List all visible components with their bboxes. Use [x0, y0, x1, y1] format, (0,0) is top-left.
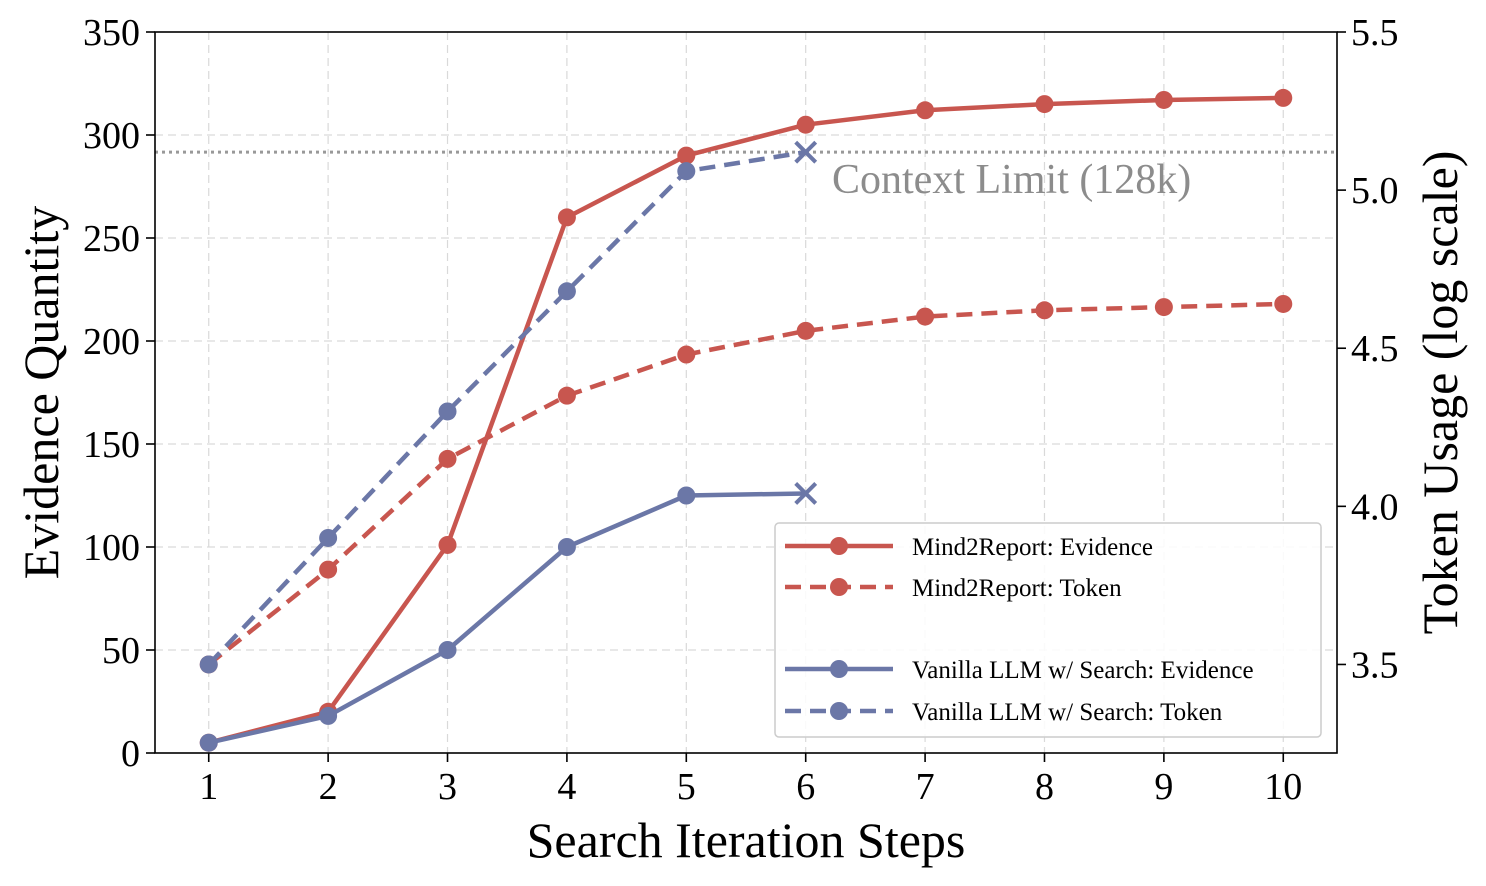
y-tick-label: 100: [83, 527, 140, 569]
legend-box: [774, 522, 1322, 738]
series-line-3: [207, 149, 807, 667]
data-point: [319, 706, 338, 725]
data-point: [677, 146, 696, 165]
y-axis-label: Evidence Quantity: [13, 206, 69, 580]
y2-tick-label: 5.5: [1351, 12, 1399, 54]
legend-swatch-marker: [830, 660, 848, 678]
data-point: [557, 282, 576, 301]
y2-axis-label: Token Usage (log scale): [1412, 151, 1468, 635]
context-limit-label: Context Limit (128k): [832, 157, 1191, 203]
data-point: [438, 449, 457, 468]
data-point: [1274, 88, 1293, 107]
x-tick-label: 1: [199, 766, 218, 808]
plot-frame: [154, 31, 1338, 754]
y-tick-label: 300: [83, 115, 140, 157]
data-point: [677, 162, 696, 181]
y2-tick-label: 4.0: [1351, 486, 1399, 528]
y2-tick-label: 5.0: [1351, 170, 1399, 212]
x-tick-label: 8: [1035, 766, 1054, 808]
data-point: [1035, 301, 1054, 320]
data-point: [677, 345, 696, 364]
x-marker-stroke: [794, 140, 818, 164]
data-point: [1154, 298, 1173, 317]
y-tick-label: 50: [102, 630, 140, 672]
series-line-2: [208, 491, 806, 745]
data-point: [1274, 294, 1293, 313]
data-point: [438, 402, 457, 421]
series-layer: [199, 88, 1293, 752]
legend-label: Vanilla LLM w/ Search: Token: [912, 699, 1223, 726]
y2-tick-label: 4.5: [1351, 328, 1399, 370]
data-point: [438, 641, 457, 659]
x-tick-label: 6: [796, 766, 815, 808]
x-axis-label: Search Iteration Steps: [527, 812, 966, 868]
data-point: [319, 528, 338, 547]
y-tick-label: 0: [121, 733, 140, 775]
data-point: [557, 538, 576, 556]
data-point: [796, 321, 815, 340]
legend-swatch-marker: [830, 578, 848, 596]
y-tick-label: 350: [83, 12, 140, 54]
data-point: [438, 535, 457, 554]
legend-label: Mind2Report: Evidence: [912, 534, 1153, 561]
y-tick-label: 200: [83, 321, 140, 363]
data-point: [199, 733, 218, 752]
data-point: [557, 208, 576, 227]
x-marker-stroke: [794, 482, 818, 505]
data-point: [916, 101, 935, 120]
context-limit-layer: Context Limit (128k): [155, 150, 1337, 203]
x-axis-ticks: 1 2 3 4 5 6 7 8 9 10: [199, 753, 1302, 808]
x-tick-label: 5: [677, 766, 696, 808]
y-tick-label: 250: [83, 218, 140, 260]
x-tick-label: 4: [557, 766, 576, 808]
legend-swatch-marker: [830, 537, 848, 555]
y-tick-label: 150: [83, 424, 140, 466]
data-point: [796, 115, 815, 134]
data-point: [916, 307, 935, 326]
legend-swatch-marker: [830, 702, 848, 720]
legend-label: Vanilla LLM w/ Search: Evidence: [912, 657, 1254, 684]
x-tick-label: 3: [438, 766, 457, 808]
series-line-0: [208, 95, 1284, 745]
legend-label: Mind2Report: Token: [912, 575, 1122, 602]
x-tick-label: 10: [1264, 766, 1302, 808]
data-point: [677, 486, 696, 505]
data-point: [199, 655, 218, 674]
x-tick-label: 9: [1154, 766, 1173, 808]
x-marker: [794, 482, 818, 505]
series-line-1: [207, 301, 1284, 667]
data-point: [1154, 90, 1173, 109]
x-tick-label: 2: [319, 766, 338, 808]
y2-tick-label: 3.5: [1351, 644, 1399, 686]
legend: Mind2Report: Evidence Mind2Report: Token V…: [774, 522, 1322, 738]
x-marker: [794, 140, 818, 164]
data-point: [557, 386, 576, 405]
y-axis-ticks: 0 50 100 150 200 250 300 350: [83, 12, 155, 775]
y2-axis-ticks: 3.5 4.0 4.5 5.0 5.5: [1337, 12, 1399, 686]
data-point: [1035, 95, 1054, 114]
x-tick-label: 7: [916, 766, 935, 808]
data-point: [319, 560, 338, 579]
